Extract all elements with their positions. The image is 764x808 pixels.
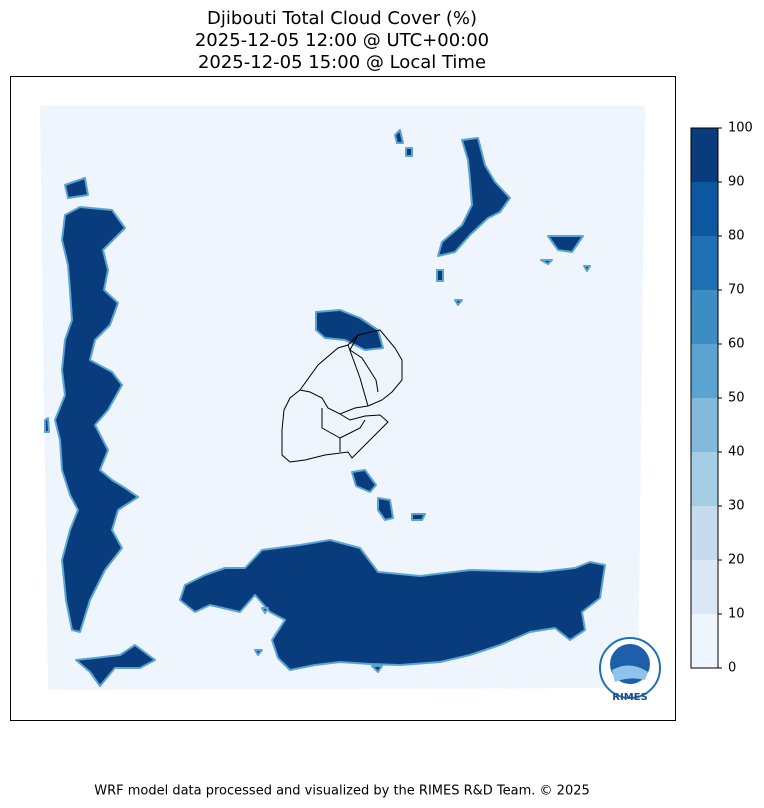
colorbar-tick-label: 0 (728, 661, 736, 676)
colorbar-segment (691, 344, 718, 398)
colorbar-tick-label: 10 (728, 607, 745, 622)
colorbar-tick-label: 30 (728, 499, 745, 514)
colorbar-segment (691, 398, 718, 452)
colorbar-tick-label: 60 (728, 337, 745, 352)
colorbar-segment (691, 182, 718, 236)
map: RIMES (10, 76, 676, 721)
footer: WRF model data processed and visualized … (94, 784, 590, 799)
colorbar-tick-label: 70 (728, 283, 745, 298)
colorbar-segment (691, 614, 718, 668)
colorbar: 0 10 20 30 40 50 60 70 80 90 100 (690, 121, 753, 676)
cloud-areas (44, 129, 606, 687)
colorbar-tick-label: 90 (728, 175, 745, 190)
colorbar-tick-label: 20 (728, 553, 745, 568)
border-lines (281, 329, 403, 463)
colorbar-segment (691, 452, 718, 506)
colorbar-tick-label: 80 (728, 229, 745, 244)
logo-text: RIMES (612, 692, 647, 703)
domain-background (40, 106, 645, 690)
colorbar-tick-label: 100 (728, 121, 753, 136)
colorbar-segment (691, 560, 718, 614)
colorbar-tick-label: 50 (728, 391, 745, 406)
colorbar-segment (691, 128, 718, 182)
logo: RIMES (599, 637, 661, 703)
colorbar-segment (691, 506, 718, 560)
title-line: 2025-12-05 15:00 @ Local Time (198, 52, 486, 73)
title-line: Djibouti Total Cloud Cover (%) (207, 8, 477, 29)
colorbar-segment (691, 290, 718, 344)
colorbar-segment (691, 236, 718, 290)
title-line: 2025-12-05 12:00 @ UTC+00:00 (195, 30, 489, 51)
colorbar-tick-label: 40 (728, 445, 745, 460)
